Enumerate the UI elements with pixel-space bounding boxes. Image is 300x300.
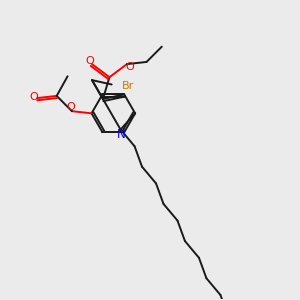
Text: O: O xyxy=(67,102,75,112)
Text: O: O xyxy=(30,92,38,102)
Text: O: O xyxy=(125,62,134,72)
Text: N: N xyxy=(117,128,126,141)
Text: O: O xyxy=(86,56,94,66)
Text: Br: Br xyxy=(122,82,134,92)
